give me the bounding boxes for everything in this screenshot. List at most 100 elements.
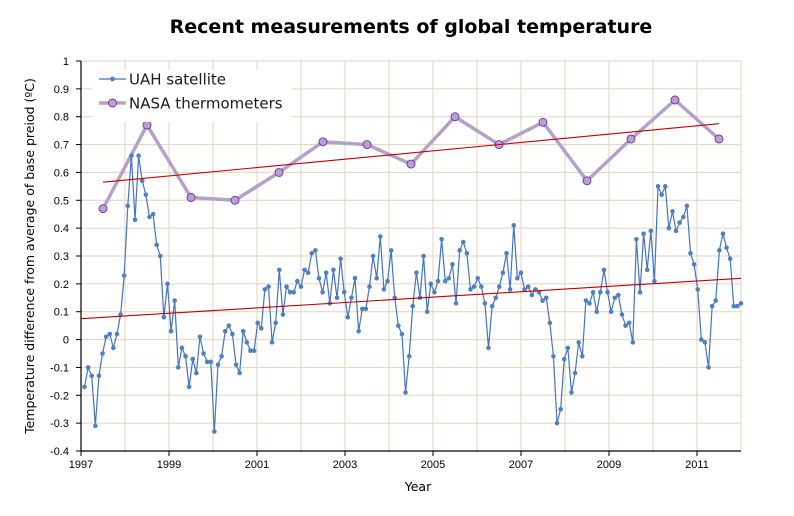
uah-point [388, 248, 394, 253]
uah-point [561, 356, 567, 362]
uah-point [248, 348, 253, 354]
nasa-point [318, 137, 328, 147]
y-tick-label: 0.8 [54, 112, 69, 124]
uah-point [287, 289, 293, 295]
nasa-point [142, 120, 152, 130]
uah-point [291, 289, 297, 295]
uah-point [594, 309, 600, 315]
uah-point [442, 278, 448, 284]
uah-point [237, 370, 242, 376]
x-tick-label: 2003 [333, 459, 357, 471]
uah-point [157, 253, 163, 259]
uah-point [190, 356, 196, 362]
uah-point [212, 429, 217, 434]
uah-point [143, 192, 149, 198]
uah-point [579, 353, 585, 359]
nasa-point [450, 112, 460, 122]
uah-point [302, 267, 307, 273]
uah-point [670, 209, 675, 214]
uah-trend-line [80, 277, 742, 320]
uah-point [435, 278, 441, 284]
uah-point [320, 289, 325, 295]
y-tick-label: 0.7 [54, 140, 69, 152]
nasa-point [274, 167, 284, 177]
uah-point [100, 351, 105, 356]
uah-point [493, 295, 499, 301]
uah-point [644, 267, 650, 273]
uah-point [731, 303, 737, 309]
uah-point [551, 353, 556, 359]
y-tick-label: 0.5 [54, 195, 69, 207]
uah-point [547, 320, 553, 326]
uah-point [251, 348, 257, 354]
uah-point [706, 365, 711, 370]
uah-point [168, 328, 174, 334]
uah-point [179, 345, 185, 351]
uah-point [331, 267, 336, 273]
uah-point [457, 248, 462, 253]
uah-point [655, 184, 661, 189]
uah-point [82, 384, 87, 390]
y-tick-label: 1 [63, 56, 69, 68]
uah-point [699, 337, 704, 342]
uah-point [258, 326, 264, 331]
legend-item-nasa: NASA thermometers [99, 95, 283, 113]
uah-point [662, 184, 668, 189]
uah-point [709, 303, 715, 309]
uah-point [601, 267, 607, 273]
uah-point [554, 420, 560, 426]
nasa-point [538, 117, 548, 127]
uah-point [565, 345, 571, 351]
legend-uah-marker [110, 76, 115, 82]
legend-nasa-label: NASA thermometers [129, 95, 283, 113]
uah-point [511, 223, 517, 228]
uah-point [684, 203, 690, 209]
uah-point [518, 270, 524, 276]
uah-point [125, 203, 131, 209]
uah-point [147, 214, 152, 220]
uah-point [385, 278, 390, 284]
uah-point [262, 287, 268, 292]
uah-point [713, 298, 719, 303]
uah-point [720, 231, 726, 237]
uah-point [486, 345, 491, 351]
uah-point [680, 214, 686, 220]
uah-point [377, 234, 383, 239]
uah-point [150, 211, 156, 217]
y-tick-label: 0 [63, 335, 69, 347]
uah-point [522, 287, 527, 292]
uah-point [323, 270, 329, 276]
uah-point [295, 278, 300, 284]
y-axis-label: Temperature difference from average of b… [22, 78, 37, 435]
nasa-point [714, 134, 724, 144]
uah-point [183, 353, 188, 359]
uah-point [176, 365, 181, 370]
uah-point [598, 289, 603, 295]
uah-point [403, 390, 408, 395]
uah-point [695, 287, 701, 292]
uah-point [738, 301, 744, 306]
uah-point [616, 292, 621, 298]
uah-point [623, 323, 628, 328]
uah-point [428, 281, 434, 287]
uah-point [504, 250, 509, 256]
uah-point [298, 284, 304, 289]
uah-point [114, 331, 120, 337]
y-tick-label: -0.2 [50, 390, 69, 402]
uah-point [226, 323, 232, 328]
uah-point [673, 228, 679, 234]
uah-point [172, 298, 177, 303]
uah-point [240, 328, 246, 334]
uah-point [608, 309, 614, 315]
uah-point [453, 301, 459, 306]
uah-point [244, 340, 250, 345]
nasa-point [670, 95, 680, 105]
uah-point [194, 370, 199, 376]
uah-point [222, 328, 228, 334]
uah-point [215, 362, 221, 367]
uah-point [208, 359, 214, 365]
uah-point [424, 309, 430, 315]
uah-point [576, 340, 581, 345]
uah-point [363, 306, 369, 312]
